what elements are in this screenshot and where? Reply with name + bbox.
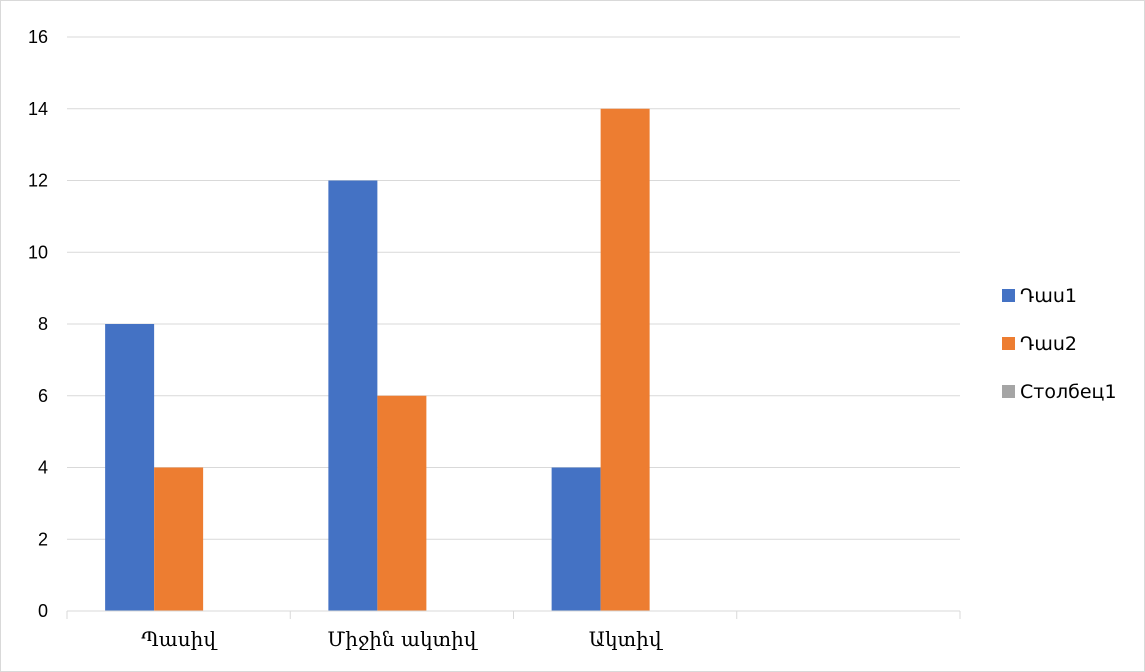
legend-label: Դաս2: [1020, 333, 1077, 355]
x-category-label: Պասիվ: [141, 627, 218, 651]
y-tick-label: 0: [38, 601, 48, 621]
y-tick-label: 6: [38, 386, 48, 406]
y-tick-label: 16: [28, 27, 48, 47]
legend-label: Դաս1: [1020, 285, 1077, 307]
x-category-label: Միջին ակտիվ: [327, 627, 478, 651]
category-labels: Պասիվ Միջին ակտիվ Ակտիվ: [141, 627, 664, 651]
legend-label: Столбец1: [1020, 381, 1117, 403]
bar: [600, 108, 650, 611]
bar: [154, 467, 204, 611]
y-tick-label: 14: [28, 99, 48, 119]
gridlines: [67, 36, 960, 540]
y-tick-label: 12: [28, 171, 48, 191]
bars: [105, 108, 650, 611]
y-axis-tick-labels: 0 2 4 6 8 10 12 14 16: [28, 27, 48, 621]
legend: Դաս1 Դաս2 Столбец1: [1002, 285, 1117, 403]
x-axis: [66, 610, 961, 619]
y-tick-label: 4: [38, 458, 48, 478]
bar: [551, 467, 601, 611]
x-category-label: Ակտիվ: [589, 627, 664, 651]
bar: [328, 180, 378, 611]
legend-swatch: [1002, 289, 1015, 302]
legend-swatch: [1002, 337, 1015, 350]
bar: [377, 395, 427, 611]
y-tick-label: 2: [38, 529, 48, 549]
legend-swatch: [1002, 385, 1015, 398]
y-tick-label: 10: [28, 242, 48, 262]
y-tick-label: 8: [38, 314, 48, 334]
bar: [105, 324, 155, 611]
